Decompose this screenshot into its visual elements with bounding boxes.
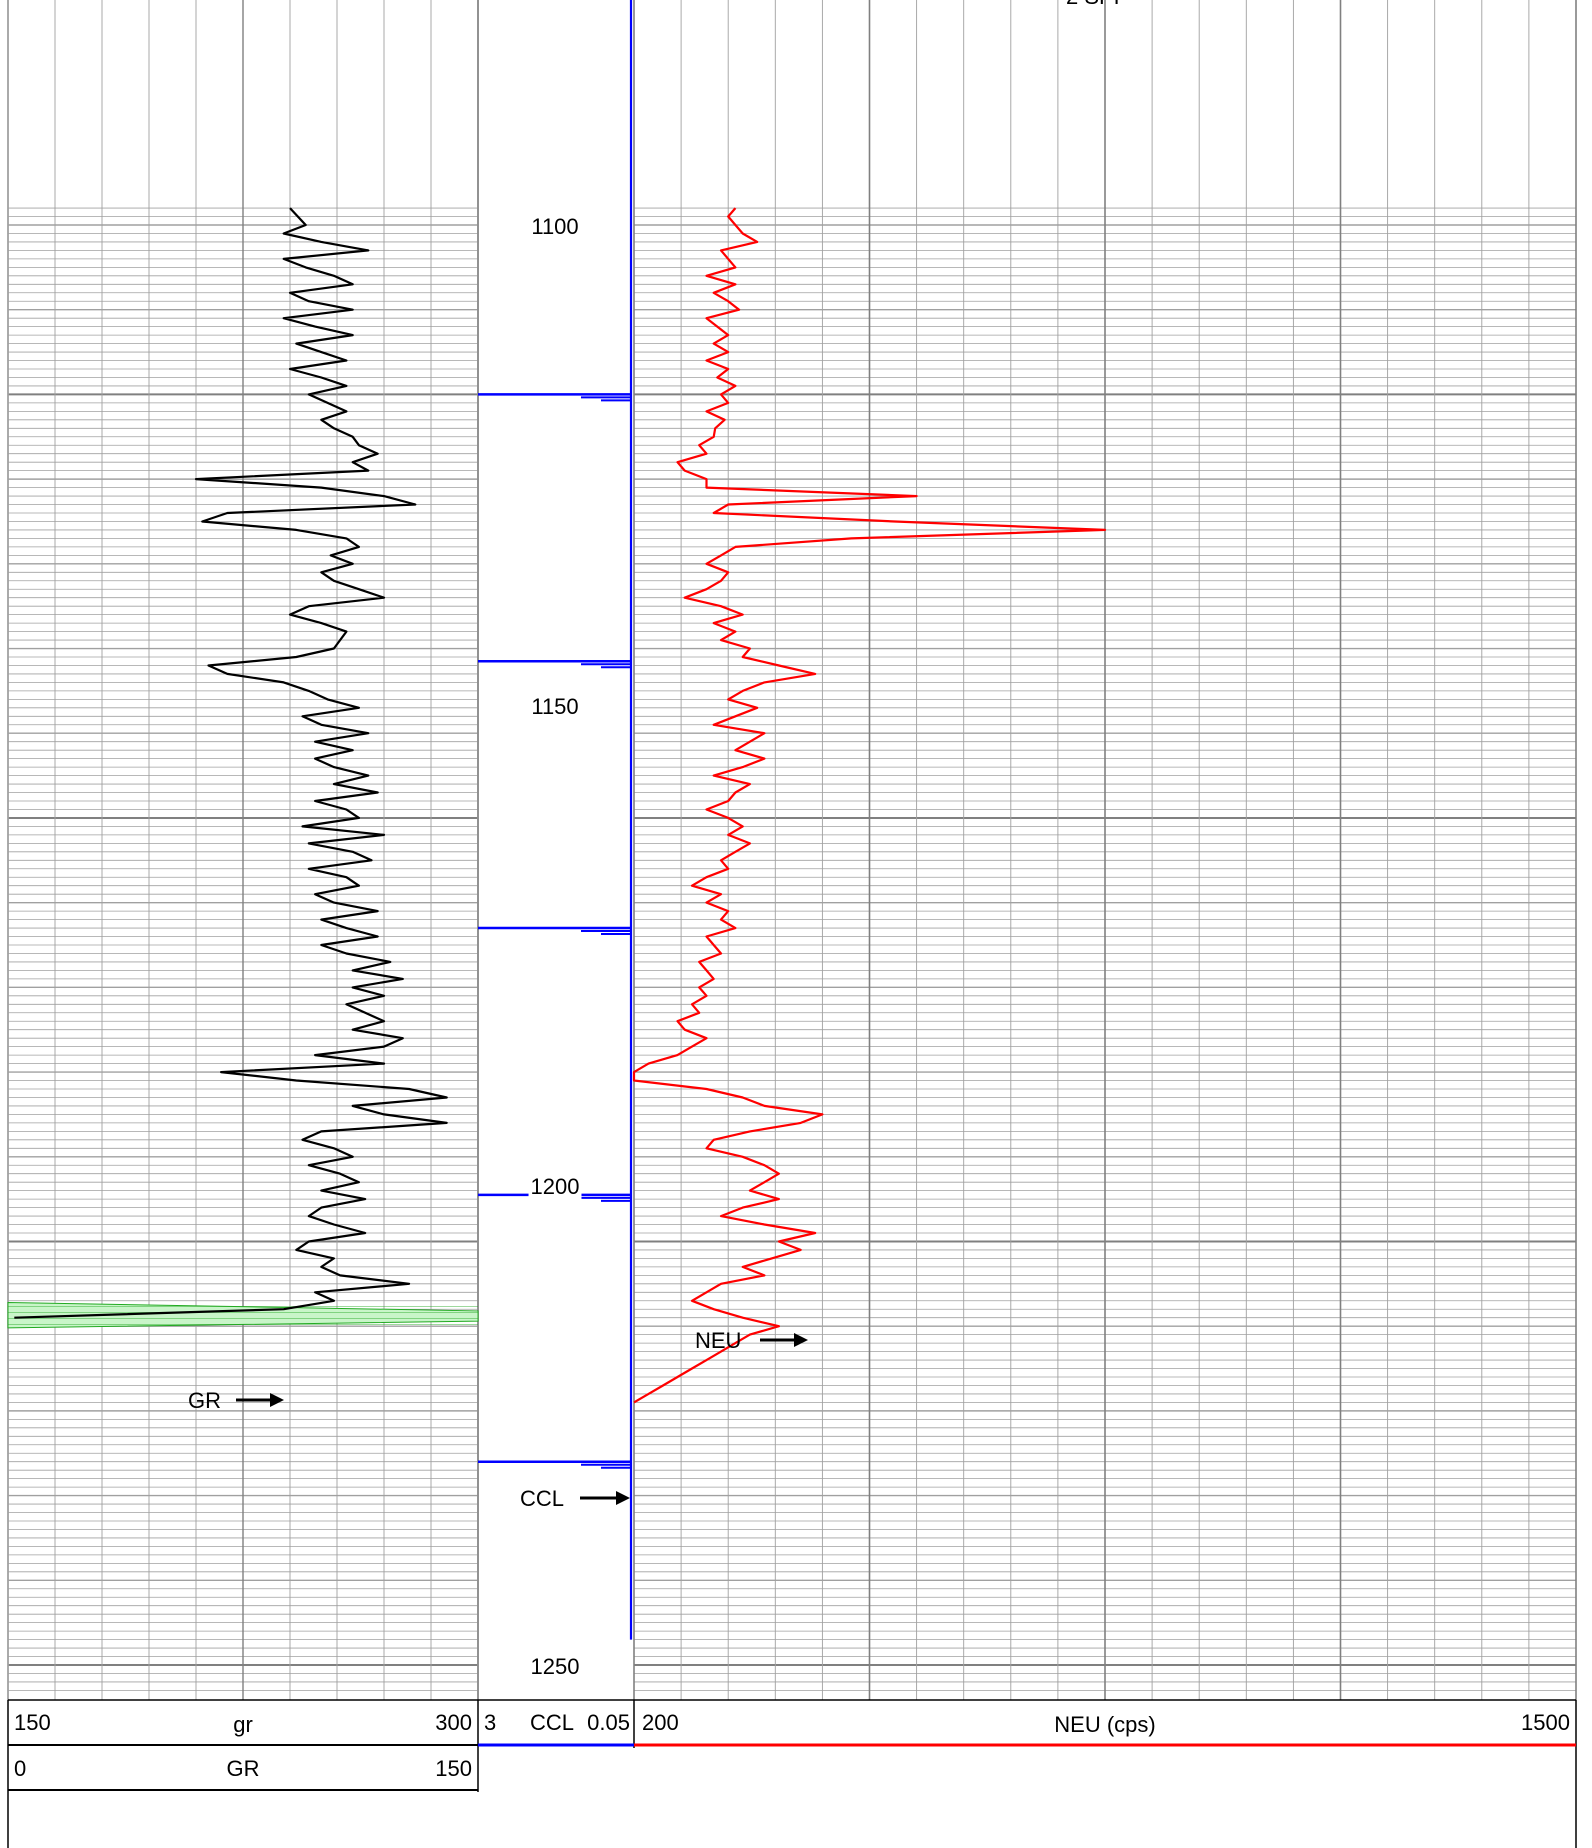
- depth-label-backdrop: [529, 214, 581, 239]
- ccl-arrow-label: CCL: [520, 1486, 564, 1511]
- header-fragment: 2 SPF: [1066, 0, 1127, 9]
- gr-row2-max: 150: [435, 1756, 472, 1781]
- neu-arrow-icon: [760, 1333, 808, 1347]
- depth-label-1200: 1200: [531, 1174, 580, 1199]
- lithology-band: [7, 1301, 479, 1329]
- neu-min: 200: [642, 1710, 679, 1735]
- gr-row2-min: 0: [14, 1756, 26, 1781]
- ccl-arrow-icon: [580, 1491, 630, 1505]
- gr-curve: [14, 207, 448, 1319]
- neu-max: 1500: [1521, 1710, 1570, 1735]
- depth-label-backdrop: [528, 1654, 582, 1679]
- ccl-min: 3: [484, 1710, 496, 1735]
- ccl-max: 0.05: [587, 1710, 630, 1735]
- gr-row2-name: GR: [227, 1756, 260, 1781]
- gr-row1-max: 300: [435, 1710, 472, 1735]
- gr-arrow-icon: [236, 1393, 284, 1407]
- scale-footer: 150 gr 300 0 GR 150 3 CCL 0.05 200 NEU (…: [7, 1699, 1577, 1848]
- depth-label-1250: 1250: [531, 1654, 580, 1679]
- neu-curve: [632, 207, 1107, 1404]
- depth-label-backdrop: [529, 694, 581, 719]
- neu-arrow-label: NEU: [695, 1328, 741, 1353]
- ccl-name: CCL: [530, 1710, 574, 1735]
- depth-label-1150: 1150: [531, 694, 578, 719]
- gr-row1-name: gr: [233, 1712, 253, 1737]
- gr-row1-min: 150: [14, 1710, 51, 1735]
- log-grid: [7, 0, 1577, 1700]
- neu-name: NEU (cps): [1054, 1712, 1155, 1737]
- gr-arrow-label: GR: [188, 1388, 221, 1413]
- log-labels: 2 SPF 1100 1150 1200 1250 GR CCL NEU: [188, 0, 1127, 1679]
- depth-label-1100: 1100: [531, 214, 578, 239]
- depth-label-backdrop: [528, 1174, 582, 1199]
